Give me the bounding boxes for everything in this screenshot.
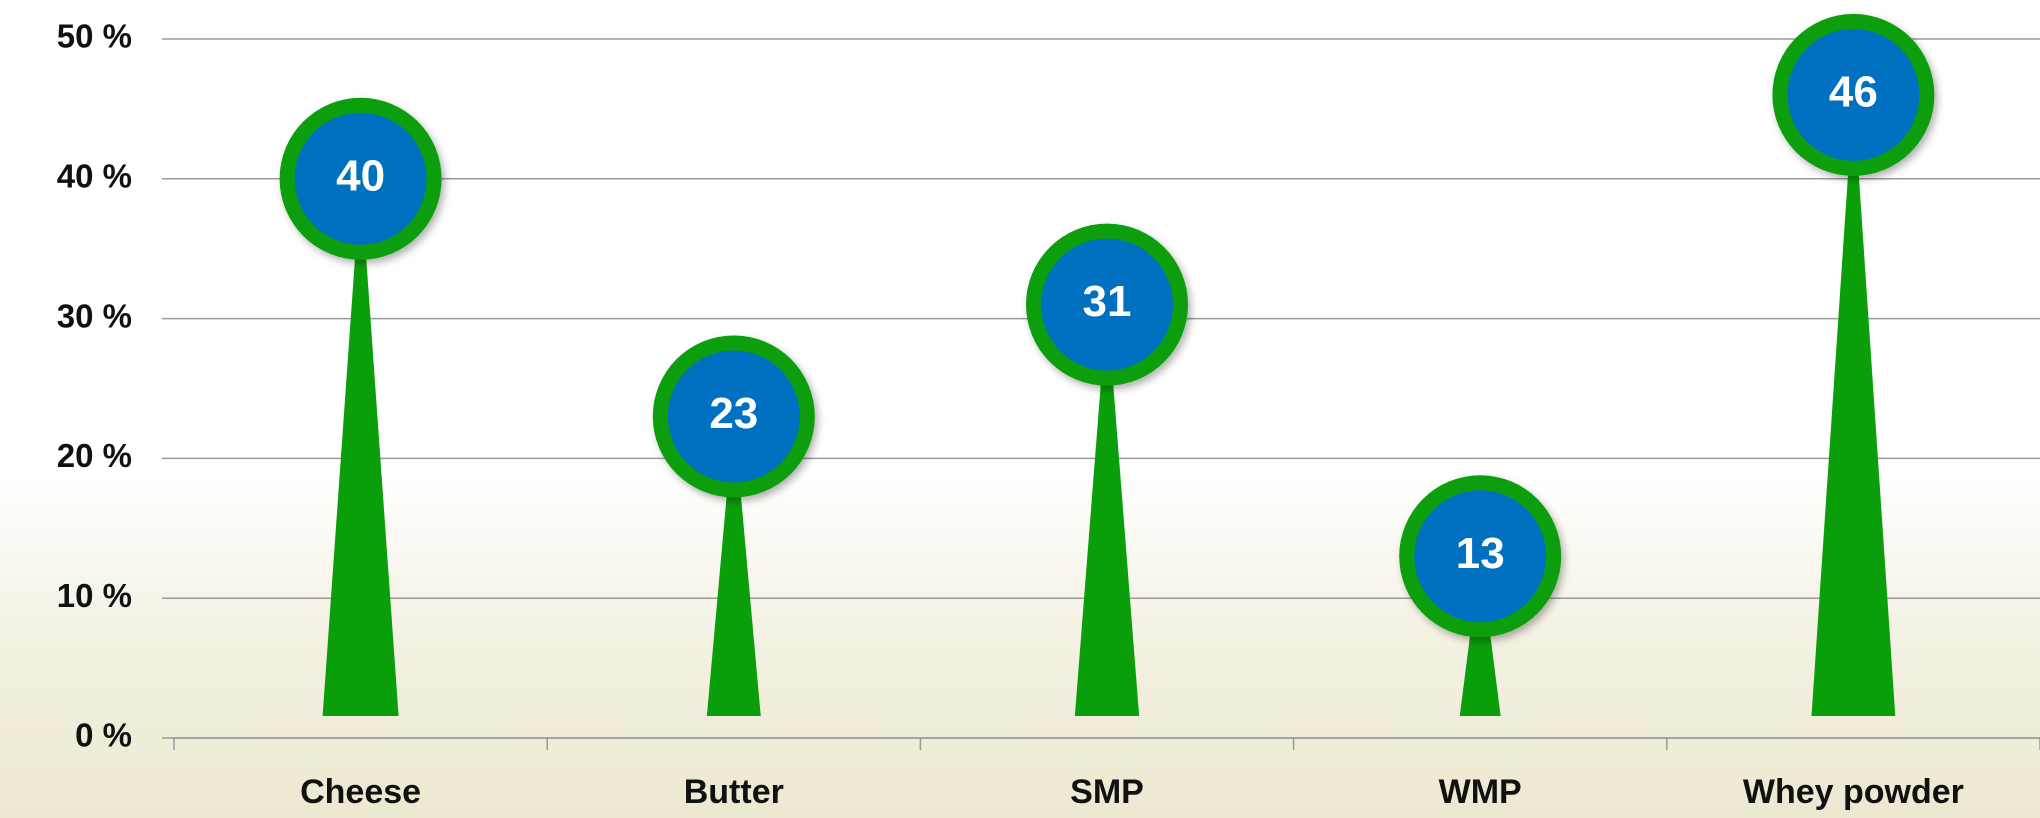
- y-tick-label: 0 %: [75, 717, 132, 754]
- head: [667, 350, 800, 483]
- stem: [706, 416, 761, 716]
- head: [294, 112, 427, 245]
- stem: [1074, 304, 1140, 716]
- head: [1414, 490, 1547, 623]
- y-tick-label: 20 %: [57, 437, 132, 474]
- value-label: 23: [709, 389, 758, 438]
- y-tick-label: 40 %: [57, 158, 132, 195]
- value-label: 13: [1456, 529, 1505, 578]
- x-tick-label: SMP: [1070, 773, 1144, 811]
- y-tick-label: 10 %: [57, 577, 132, 614]
- x-tick-label: Butter: [684, 773, 784, 811]
- head: [1041, 238, 1173, 371]
- x-tick-label: Cheese: [300, 773, 421, 811]
- y-tick-label: 30 %: [57, 297, 132, 334]
- value-label: 40: [336, 151, 385, 200]
- stem: [1811, 94, 1896, 717]
- value-label: 31: [1083, 277, 1132, 326]
- x-tick-label: Whey powder: [1743, 773, 1964, 811]
- stem: [322, 178, 399, 717]
- x-tick-label: WMP: [1439, 773, 1522, 811]
- value-label: 46: [1829, 68, 1878, 117]
- head: [1787, 28, 1920, 161]
- y-tick-label: 50 %: [57, 18, 132, 55]
